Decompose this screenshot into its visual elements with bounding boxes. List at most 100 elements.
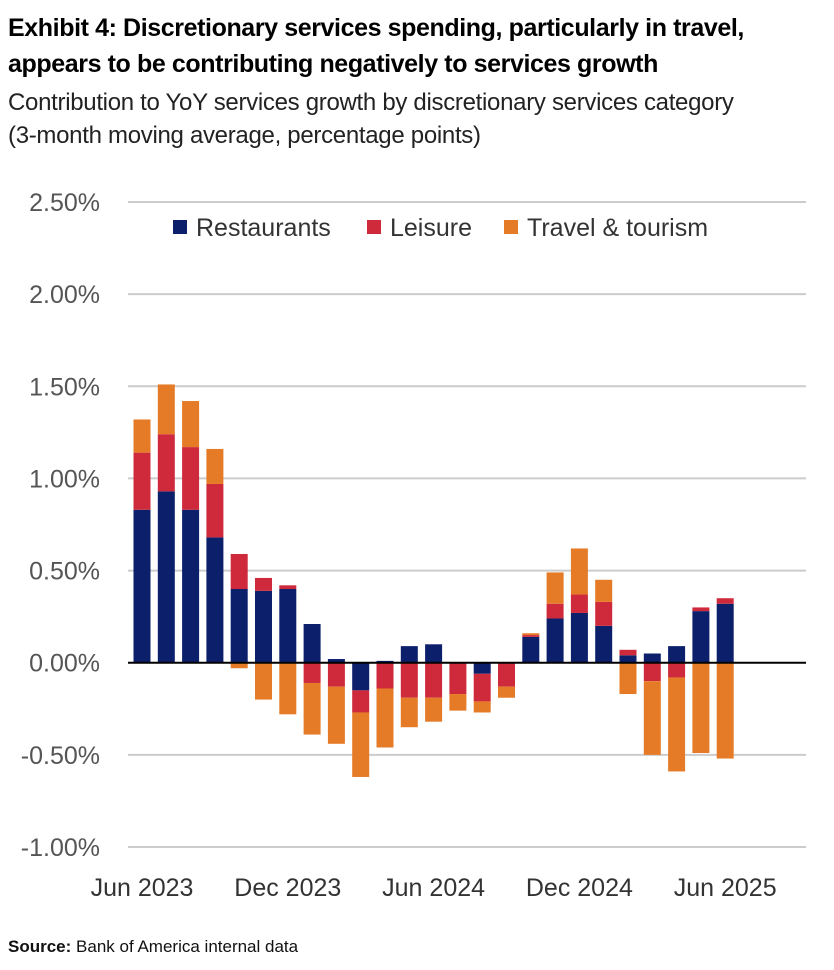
legend-label: Leisure — [390, 214, 472, 242]
bar-segment — [376, 688, 394, 748]
bar-segment — [230, 553, 248, 589]
legend-label: Restaurants — [196, 214, 331, 242]
y-tick-label: 1.00% — [29, 465, 100, 493]
bar-segment — [449, 662, 467, 695]
source-label: Source: — [8, 937, 72, 956]
y-tick-label: 0.50% — [29, 558, 100, 586]
bar-segment — [522, 636, 540, 663]
bar-segment — [255, 662, 272, 700]
bar-segment — [498, 686, 515, 698]
bar-segment — [327, 659, 345, 663]
bar-segment — [206, 537, 224, 663]
bar-segment — [182, 447, 200, 510]
bar-segment — [425, 697, 443, 722]
bar-segment — [595, 601, 613, 626]
bar-segment — [255, 590, 272, 663]
bar-segment — [327, 686, 345, 744]
y-tick-label: 1.50% — [29, 373, 100, 401]
bar-segment — [643, 681, 661, 755]
bar-segment — [522, 635, 540, 637]
subtitle-line-1: Contribution to YoY services growth by d… — [8, 89, 734, 116]
bar-segment — [449, 694, 467, 711]
source-note: Source: Bank of America internal data — [8, 937, 298, 957]
bar-segment — [303, 624, 321, 663]
chart-subtitle: Contribution to YoY services growth by d… — [8, 86, 828, 152]
bar-segment — [619, 649, 637, 656]
bar-segment — [352, 662, 370, 691]
x-tick-label: Jun 2025 — [674, 874, 777, 902]
bar-segment — [643, 653, 661, 663]
y-tick-label: 2.00% — [29, 281, 100, 309]
bar-segment — [279, 589, 297, 663]
bar-segment — [400, 646, 418, 663]
bar-segment — [352, 690, 370, 713]
bar-segment — [595, 579, 613, 602]
bar-segment — [473, 662, 491, 674]
bar-segment — [546, 572, 564, 604]
bar-segment — [157, 491, 175, 663]
bar-segment — [692, 607, 710, 612]
bar-segment — [182, 401, 200, 448]
bar-segment — [133, 452, 151, 510]
y-tick-label: -0.50% — [21, 742, 100, 770]
legend-swatch — [367, 220, 381, 234]
bar-segment — [376, 662, 394, 689]
bar-segment — [570, 594, 588, 613]
bar-segment — [668, 662, 686, 678]
bar-segment — [570, 548, 588, 595]
source-text: Bank of America internal data — [76, 937, 299, 956]
bar-segment — [279, 585, 297, 589]
x-tick-label: Dec 2023 — [234, 874, 341, 902]
y-tick-label: -1.00% — [21, 834, 100, 862]
bar-segment — [425, 662, 443, 698]
bar-segment — [668, 677, 686, 772]
bar-segment — [619, 655, 637, 663]
bar-segment — [133, 509, 151, 663]
bar-segment — [352, 712, 370, 777]
bar-segment — [425, 644, 443, 663]
bar-segment — [692, 662, 710, 754]
bar-segment — [133, 419, 151, 453]
bar-segment — [716, 598, 734, 604]
bar-segment — [206, 483, 224, 538]
x-tick-label: Dec 2024 — [526, 874, 633, 902]
bar-segment — [643, 662, 661, 682]
bar-segment — [692, 611, 710, 663]
bar-segment — [157, 384, 175, 435]
bar-segment — [668, 646, 686, 663]
legend-swatch — [173, 220, 187, 234]
bar-segment — [619, 662, 637, 695]
bar-segment — [279, 662, 297, 715]
bar-segment — [473, 673, 491, 702]
x-tick-label: Jun 2023 — [91, 874, 194, 902]
bar-segment — [400, 662, 418, 698]
bar-segment — [400, 697, 418, 728]
bar-segment — [716, 603, 734, 663]
bar-segment — [546, 603, 564, 619]
y-tick-label: 2.50% — [29, 189, 100, 217]
bar-segment — [498, 662, 515, 687]
stacked-bar-chart: 2.50% 2.00% 1.50% 1.00% 0.50% 0.00% -0.50% -1.0… — [21, 189, 806, 902]
subtitle-line-2: (3-month moving average, percentage poin… — [8, 122, 481, 149]
bar-segment — [546, 618, 564, 663]
y-tick-label: 0.00% — [29, 650, 100, 678]
legend-label: Travel & tourism — [527, 214, 708, 242]
bar-segment — [182, 509, 200, 663]
bar-segment — [255, 577, 272, 591]
bar-segment — [473, 701, 491, 713]
bar-segment — [206, 448, 224, 484]
x-tick-label: Jun 2024 — [382, 874, 485, 902]
bar-segment — [522, 633, 540, 636]
chart-title: Exhibit 4: Discretionary services spendi… — [8, 10, 828, 82]
bar-segment — [716, 662, 734, 759]
title-line-1: Exhibit 4: Discretionary services spendi… — [8, 14, 744, 42]
bar-segment — [303, 682, 321, 735]
bar-segment — [570, 612, 588, 663]
bar-segment — [327, 662, 345, 687]
bar-segment — [230, 589, 248, 663]
bar-segment — [595, 625, 613, 663]
bar-segment — [157, 434, 175, 492]
bar-segment — [303, 662, 321, 683]
title-line-2: appears to be contributing negatively to… — [8, 50, 658, 78]
bar-segment — [230, 662, 248, 669]
